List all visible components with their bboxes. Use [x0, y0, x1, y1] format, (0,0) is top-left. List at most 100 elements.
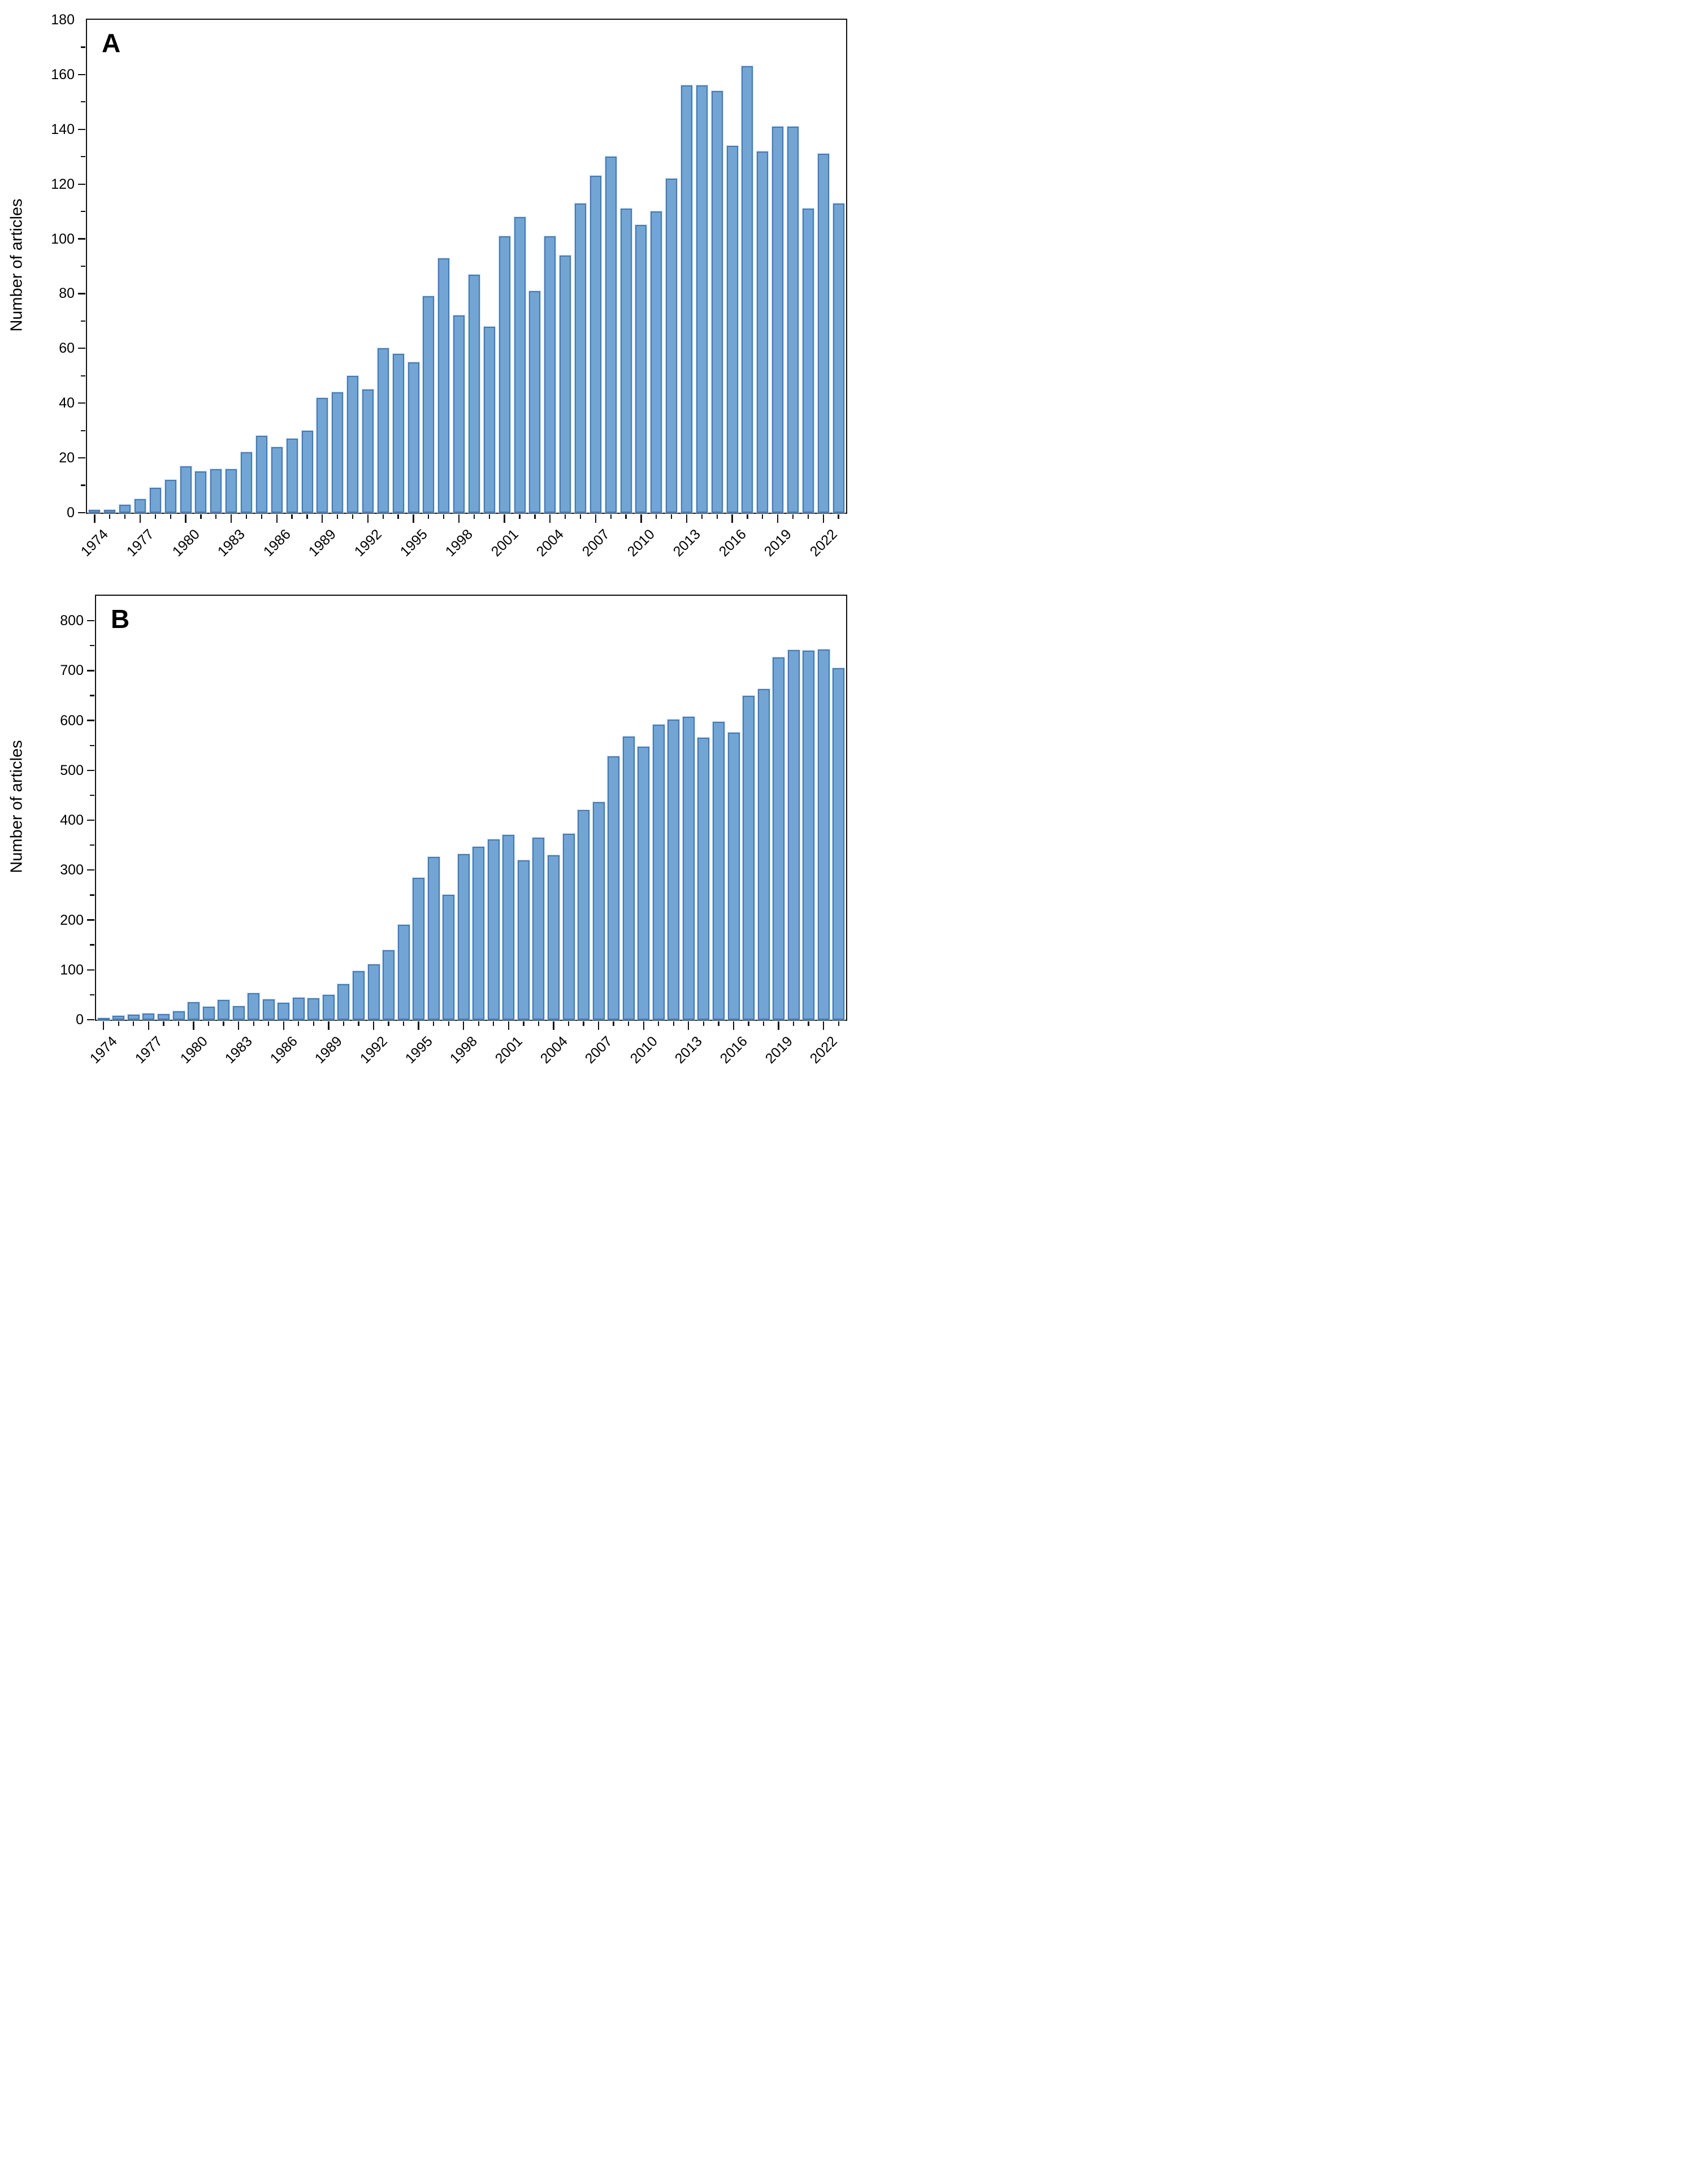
bar-1978 [157, 1014, 170, 1020]
bar-1991 [352, 971, 365, 1020]
x-tick-label: 2004 [533, 526, 567, 560]
bar-1997 [438, 258, 450, 513]
x-major-tick [418, 1021, 419, 1030]
x-major-tick [148, 1021, 150, 1030]
x-major-tick [731, 514, 733, 523]
y-major-tick [78, 128, 85, 130]
bar-2002 [514, 216, 526, 513]
bar-2018 [757, 151, 769, 513]
bar-1980 [180, 466, 192, 513]
x-major-tick [231, 514, 232, 523]
x-minor-tick [478, 1021, 479, 1026]
x-minor-tick [306, 514, 308, 519]
bar-2021 [803, 651, 815, 1020]
bar-1974 [97, 1018, 110, 1021]
x-minor-tick [762, 1021, 765, 1026]
bar-2006 [574, 203, 586, 513]
x-major-tick [139, 514, 141, 523]
y-tick-label: 100 [51, 231, 75, 247]
y-major-tick [87, 720, 94, 721]
bar-1990 [337, 984, 350, 1020]
bar-1994 [392, 354, 404, 513]
panel-a-plot-area: A 1974 1977 1980 1983 1986 1989 1992 1995 1998 20… [51, 12, 847, 560]
bar-1983 [226, 469, 237, 513]
x-tick-label: 1986 [260, 526, 294, 560]
bar-2010 [638, 746, 650, 1020]
y-tick-label: 0 [76, 1012, 84, 1028]
x-major-tick [643, 1021, 644, 1030]
x-tick-label: 2019 [761, 526, 795, 560]
bar-1995 [408, 362, 419, 513]
y-minor-tick [81, 156, 85, 158]
x-minor-tick [428, 514, 430, 519]
bar-1987 [292, 998, 305, 1020]
y-tick-label: 100 [60, 961, 84, 978]
x-minor-tick [656, 514, 657, 519]
y-tick-label: 40 [59, 395, 75, 412]
x-minor-tick [358, 1021, 359, 1026]
bar-2015 [712, 722, 725, 1020]
bar-1981 [195, 471, 207, 513]
bar-1982 [210, 469, 222, 513]
x-major-tick [504, 514, 505, 523]
y-minor-tick [90, 844, 94, 846]
y-major-tick [78, 402, 85, 404]
bar-2022 [817, 649, 830, 1020]
x-minor-tick [382, 514, 384, 519]
x-minor-tick [207, 1021, 210, 1026]
x-major-tick [463, 1021, 465, 1030]
bar-2010 [635, 225, 647, 513]
x-tick-label: 1974 [78, 526, 112, 560]
x-minor-tick [792, 1021, 795, 1026]
bar-2004 [548, 855, 560, 1020]
y-axis-title-panel-b: Number of articles [7, 740, 26, 873]
x-minor-tick [291, 514, 293, 519]
bar-1987 [286, 439, 298, 513]
bar-2009 [622, 736, 635, 1020]
y-minor-tick [90, 744, 94, 746]
bar-1998 [453, 315, 465, 513]
bar-2011 [652, 724, 665, 1020]
x-minor-tick [223, 1021, 224, 1026]
bar-2016 [726, 145, 738, 513]
bar-1996 [427, 857, 440, 1020]
bar-2019 [772, 126, 784, 513]
bar-1995 [413, 877, 425, 1020]
x-minor-tick [537, 1021, 540, 1026]
bar-2003 [529, 291, 541, 513]
bar-2021 [802, 209, 814, 513]
x-minor-tick [432, 1021, 435, 1026]
y-major-tick [78, 183, 85, 185]
bar-1996 [423, 296, 435, 513]
y-minor-tick [90, 994, 94, 996]
x-major-tick [732, 1021, 735, 1030]
x-minor-tick [838, 514, 839, 519]
x-tick-label: 2004 [537, 1033, 571, 1067]
y-major-tick [78, 238, 85, 240]
y-tick-label: 400 [60, 812, 84, 829]
x-minor-tick [534, 514, 536, 519]
x-tick-label: 2016 [717, 1033, 751, 1067]
bar-1980 [188, 1002, 200, 1020]
x-tick-label: 1989 [305, 526, 340, 560]
bar-2000 [487, 839, 500, 1020]
y-major-tick [87, 869, 94, 871]
x-minor-tick [253, 1021, 254, 1026]
bar-2003 [532, 837, 545, 1020]
y-major-tick [78, 293, 85, 294]
y-tick-label: 120 [51, 176, 75, 192]
x-tick-label: 1995 [402, 1033, 436, 1067]
x-minor-tick [163, 1021, 164, 1026]
x-tick-label: 1980 [177, 1033, 211, 1067]
bar-1984 [248, 993, 260, 1020]
x-major-tick [94, 514, 96, 523]
y-minor-tick [90, 695, 94, 696]
x-major-tick [372, 1021, 375, 1030]
two-panel-bar-figure: Number of articles A 1974 1977 1980 1983 198… [0, 0, 854, 1085]
x-major-tick [283, 1021, 284, 1030]
x-tick-label: 1989 [312, 1033, 346, 1067]
x-tick-label: 1998 [442, 526, 476, 560]
x-minor-tick [397, 514, 399, 519]
bar-1976 [127, 1015, 140, 1020]
bar-1983 [232, 1006, 245, 1020]
